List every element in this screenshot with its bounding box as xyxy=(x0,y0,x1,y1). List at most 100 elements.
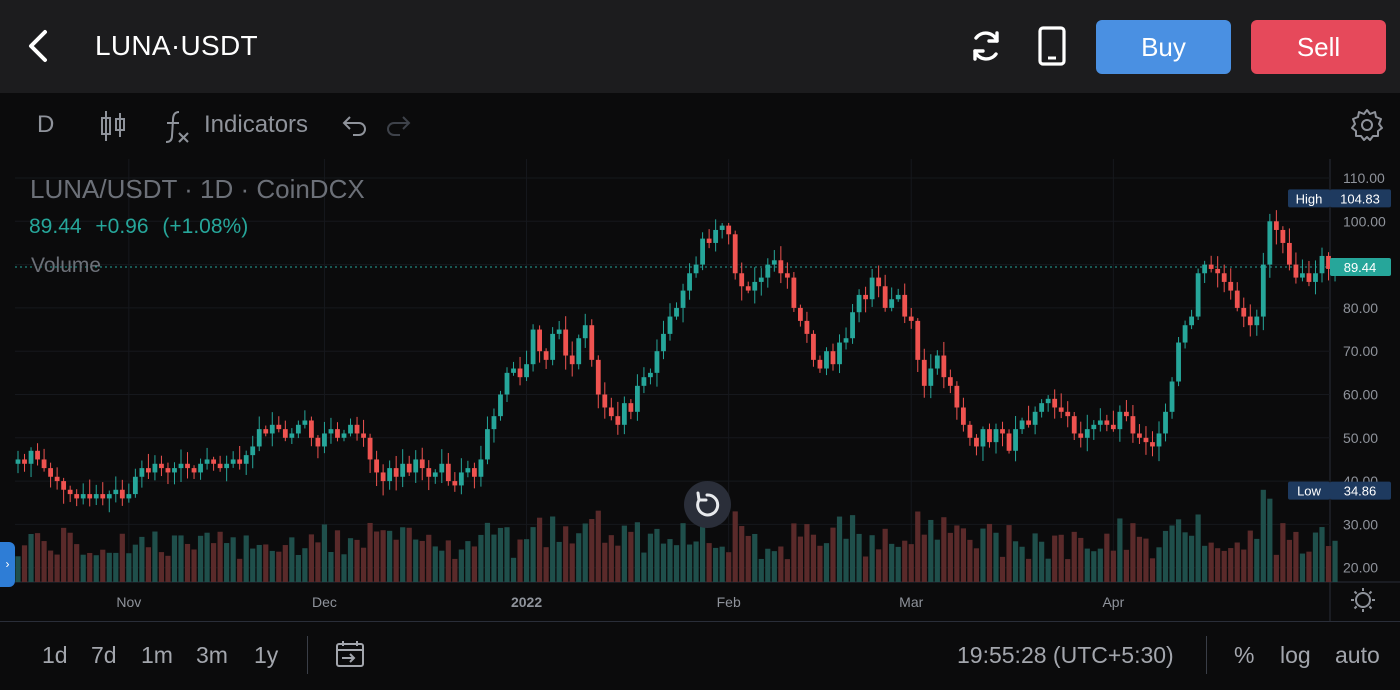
candle-body xyxy=(517,368,523,378)
range-1y[interactable]: 1y xyxy=(254,642,279,668)
range-1d[interactable]: 1d xyxy=(42,642,68,668)
volume-bar xyxy=(1215,548,1221,582)
redo-button[interactable] xyxy=(386,113,414,144)
volume-bar xyxy=(87,552,93,582)
candle-body xyxy=(621,403,627,425)
range-3m[interactable]: 3m xyxy=(196,642,228,668)
volume-bar xyxy=(74,544,80,582)
candle-body xyxy=(732,234,738,274)
candle-body xyxy=(198,463,203,473)
candle-body xyxy=(1189,316,1194,326)
volume-bar xyxy=(1280,523,1286,582)
price-tick-label: 110.00 xyxy=(1343,170,1385,186)
candle-body xyxy=(439,463,445,473)
volume-bar xyxy=(504,527,510,582)
settings-button[interactable] xyxy=(1349,107,1385,148)
volume-bar xyxy=(269,550,275,582)
candle-body xyxy=(687,273,692,291)
back-button[interactable] xyxy=(20,26,60,66)
candle-body xyxy=(309,420,314,438)
candle-body xyxy=(217,463,223,469)
volume-bar xyxy=(876,549,882,582)
candle-body xyxy=(1026,420,1031,425)
volume-bar xyxy=(328,551,334,582)
candle-body xyxy=(100,494,106,499)
candle-body xyxy=(445,463,451,482)
gear-icon xyxy=(1351,109,1383,141)
candle-body xyxy=(406,463,412,473)
volume-bar xyxy=(1234,542,1240,582)
price-change-percent: (+1.08%) xyxy=(162,215,249,238)
indicators-label[interactable]: Indicators xyxy=(204,111,309,138)
volume-bar xyxy=(204,532,210,582)
device-orientation-button[interactable] xyxy=(1030,24,1074,68)
price-chart[interactable]: 110.00100.0090.0080.0070.0060.0050.0040.… xyxy=(0,159,1400,621)
undo-button[interactable] xyxy=(339,113,367,144)
volume-bar xyxy=(1221,550,1227,582)
volume-bar xyxy=(667,539,673,582)
volume-bar xyxy=(1247,530,1253,582)
candle-body xyxy=(1117,411,1123,430)
volume-bar xyxy=(765,548,771,582)
candle-body xyxy=(1273,221,1279,230)
candle-body xyxy=(380,472,386,482)
log-scale-toggle[interactable]: log xyxy=(1280,642,1311,668)
candle-body xyxy=(22,459,27,464)
refresh-button[interactable] xyxy=(964,24,1008,68)
volume-bar xyxy=(171,535,178,582)
volume-bar xyxy=(576,533,582,582)
candle-body xyxy=(328,429,334,434)
candle-body xyxy=(1313,273,1318,282)
sell-button[interactable]: Sell xyxy=(1251,20,1386,74)
interval-selector[interactable]: D xyxy=(37,111,55,138)
phone-icon xyxy=(1038,26,1066,66)
volume-bar xyxy=(197,535,204,582)
volume-bar xyxy=(621,525,627,582)
chart-type-button[interactable] xyxy=(98,109,128,148)
reset-chart-button[interactable] xyxy=(684,481,731,528)
volume-bar xyxy=(628,531,634,582)
candle-body xyxy=(661,333,666,352)
range-7d[interactable]: 7d xyxy=(91,642,117,668)
volume-bar xyxy=(165,555,171,582)
volume-bar xyxy=(615,545,621,582)
candle-body xyxy=(537,329,542,352)
timezone-clock[interactable]: 19:55:28 (UTC+5:30) xyxy=(957,642,1174,668)
bottom-bar: 1d 7d 1m 3m 1y 19:55:28 (UTC+5:30) % log… xyxy=(0,621,1400,690)
volume-bar xyxy=(973,548,980,582)
candle-body xyxy=(119,489,125,499)
pair-title: LUNA·USDT xyxy=(95,30,258,61)
candle-body xyxy=(1234,290,1240,308)
range-1m[interactable]: 1m xyxy=(141,642,173,668)
candle-body xyxy=(165,468,171,473)
volume-bar xyxy=(739,526,745,582)
indicators-button[interactable] xyxy=(162,109,192,150)
candle-body xyxy=(524,364,529,378)
candle-body xyxy=(1052,398,1058,408)
volume-bar xyxy=(439,550,445,582)
candlestick-chart[interactable]: 110.00100.0090.0080.0070.0060.0050.0040.… xyxy=(0,159,1400,621)
volume-bar xyxy=(543,547,549,582)
volume-bar xyxy=(1208,542,1214,582)
volume-bar xyxy=(28,533,34,582)
candle-body xyxy=(556,329,562,334)
auto-scale-toggle[interactable]: auto xyxy=(1335,642,1380,668)
volume-bar xyxy=(908,544,914,582)
candle-body xyxy=(432,472,438,477)
percent-scale-toggle[interactable]: % xyxy=(1234,642,1255,668)
volume-bar xyxy=(1123,549,1129,582)
volume-bar xyxy=(647,533,654,582)
volume-bar xyxy=(406,527,412,582)
volume-bar xyxy=(849,515,856,582)
candle-body xyxy=(1221,273,1227,282)
divider xyxy=(1206,636,1207,674)
volume-bar xyxy=(700,522,706,582)
volume-bar xyxy=(986,523,993,582)
buy-button[interactable]: Buy xyxy=(1096,20,1231,74)
candle-body xyxy=(146,468,151,473)
candle-body xyxy=(856,294,862,313)
date-range-button[interactable] xyxy=(334,638,366,675)
candle-body xyxy=(876,277,882,287)
side-panel-toggle[interactable]: › xyxy=(0,542,15,587)
volume-bar xyxy=(660,543,667,582)
